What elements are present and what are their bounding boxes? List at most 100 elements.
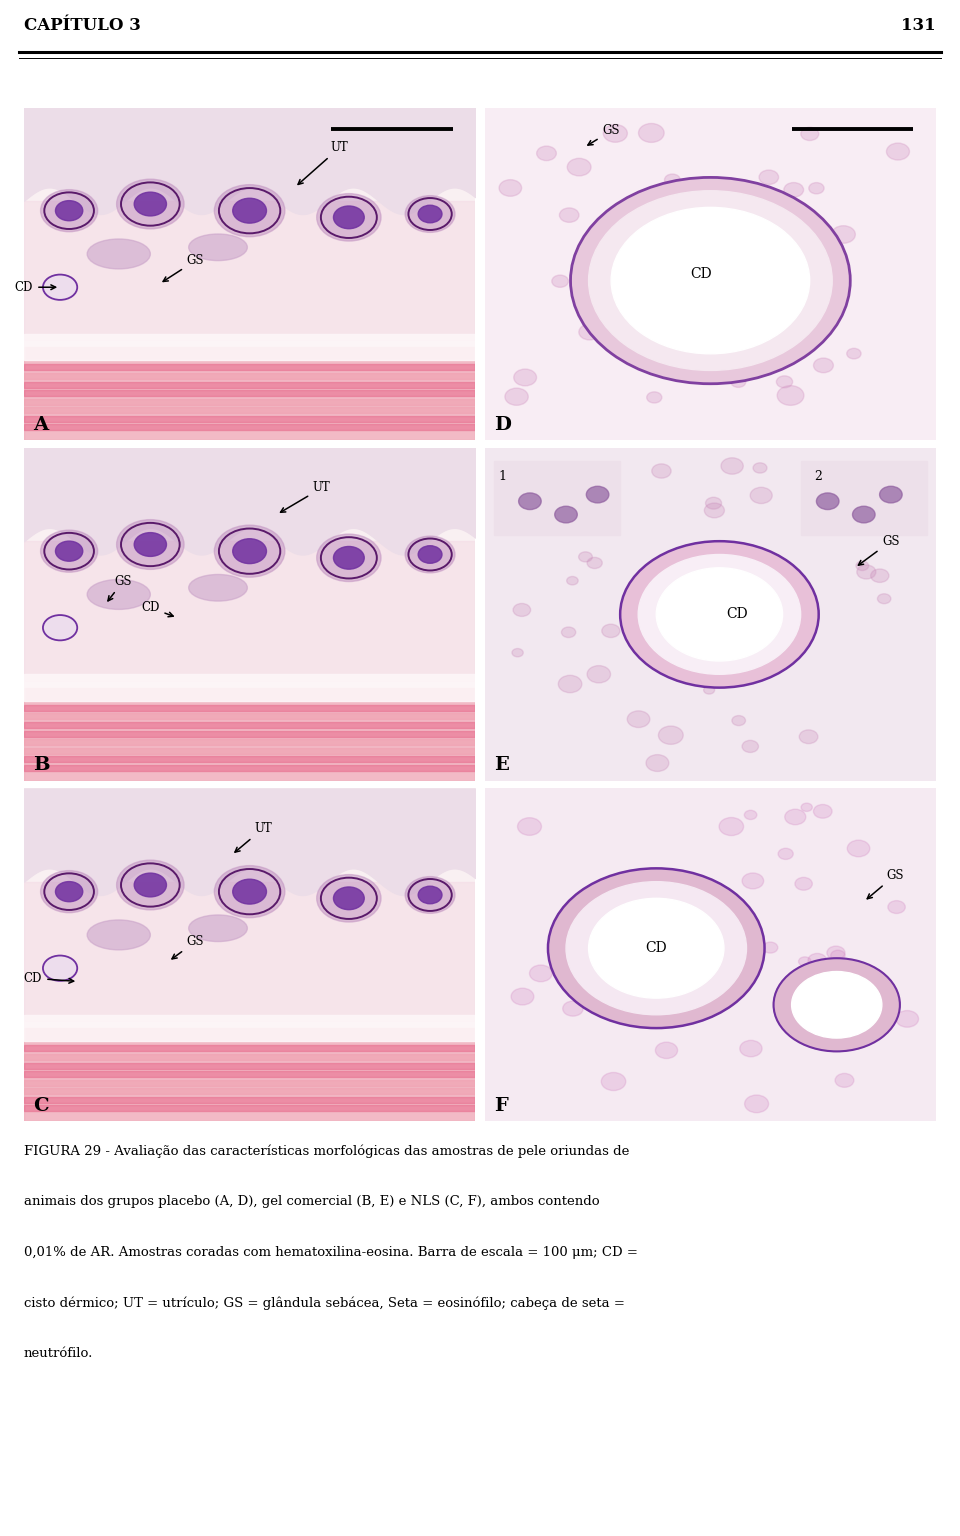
Circle shape (658, 922, 683, 940)
Circle shape (317, 535, 381, 582)
Circle shape (232, 198, 267, 223)
Circle shape (767, 284, 792, 303)
Bar (24, 765, 475, 771)
Circle shape (788, 286, 810, 303)
Circle shape (134, 192, 166, 217)
Circle shape (552, 275, 568, 287)
Text: E: E (493, 756, 509, 774)
Circle shape (777, 376, 793, 387)
Circle shape (548, 868, 764, 1028)
Circle shape (743, 565, 763, 581)
Bar (24, 1054, 475, 1060)
Circle shape (419, 886, 442, 903)
Text: CD: CD (24, 972, 74, 985)
Circle shape (567, 158, 591, 177)
Circle shape (653, 636, 667, 647)
Text: CD: CD (690, 267, 712, 281)
Circle shape (214, 866, 285, 917)
Circle shape (56, 882, 83, 902)
Bar (24, 688, 475, 780)
Bar (24, 541, 475, 680)
Circle shape (40, 530, 98, 573)
Circle shape (40, 871, 98, 912)
Circle shape (716, 903, 729, 914)
Circle shape (801, 127, 819, 140)
Circle shape (684, 369, 705, 382)
Bar (24, 333, 475, 361)
Bar (24, 756, 475, 762)
Text: CD: CD (727, 607, 748, 622)
Circle shape (232, 539, 267, 564)
Circle shape (514, 495, 532, 508)
Circle shape (638, 123, 664, 143)
Bar (24, 739, 475, 745)
Circle shape (704, 687, 714, 694)
Bar (24, 714, 475, 719)
Text: GS: GS (172, 935, 204, 958)
Ellipse shape (189, 915, 248, 942)
Bar (801, 461, 927, 535)
Circle shape (56, 541, 83, 561)
Text: GS: GS (163, 253, 204, 281)
Text: GS: GS (867, 868, 904, 899)
Bar (24, 674, 475, 700)
Circle shape (809, 283, 834, 301)
Text: 131: 131 (901, 17, 936, 34)
Bar (24, 201, 475, 341)
Circle shape (855, 988, 870, 998)
Circle shape (801, 803, 812, 811)
Circle shape (779, 848, 793, 860)
Circle shape (813, 805, 832, 819)
Circle shape (852, 507, 876, 522)
Text: CAPÍTULO 3: CAPÍTULO 3 (24, 17, 141, 34)
Circle shape (602, 624, 620, 637)
Bar (24, 424, 475, 430)
Circle shape (627, 711, 650, 728)
Circle shape (763, 942, 778, 952)
Circle shape (745, 1095, 769, 1112)
Circle shape (56, 201, 83, 221)
Circle shape (317, 874, 381, 922)
Circle shape (40, 189, 98, 232)
Bar (24, 705, 475, 711)
Text: 1: 1 (498, 470, 506, 482)
Circle shape (587, 487, 609, 502)
Text: UT: UT (235, 822, 272, 852)
Circle shape (740, 1040, 762, 1057)
Text: A: A (33, 416, 48, 433)
Circle shape (405, 877, 455, 914)
Circle shape (792, 972, 882, 1038)
Circle shape (638, 975, 663, 994)
Circle shape (499, 180, 521, 197)
Circle shape (847, 349, 861, 359)
Bar (24, 1087, 475, 1094)
Circle shape (706, 498, 722, 508)
Circle shape (667, 945, 680, 954)
Circle shape (333, 206, 364, 229)
Text: CD: CD (14, 281, 56, 293)
Bar (24, 1028, 475, 1121)
Circle shape (638, 554, 801, 674)
Circle shape (759, 170, 779, 184)
Bar (24, 731, 475, 737)
Circle shape (808, 954, 827, 968)
Bar (24, 748, 475, 754)
Circle shape (562, 627, 576, 637)
Circle shape (588, 932, 609, 948)
Circle shape (530, 965, 552, 982)
Circle shape (664, 174, 681, 186)
Circle shape (783, 183, 804, 197)
Circle shape (871, 568, 889, 582)
Circle shape (570, 178, 851, 384)
Circle shape (588, 899, 724, 998)
Circle shape (43, 614, 77, 641)
Bar (24, 1015, 475, 1041)
Bar (24, 1046, 475, 1051)
Circle shape (650, 276, 666, 289)
Ellipse shape (87, 920, 151, 949)
Circle shape (588, 558, 602, 568)
Circle shape (790, 283, 807, 295)
Circle shape (730, 969, 740, 977)
Circle shape (778, 386, 804, 406)
Bar (24, 364, 475, 370)
